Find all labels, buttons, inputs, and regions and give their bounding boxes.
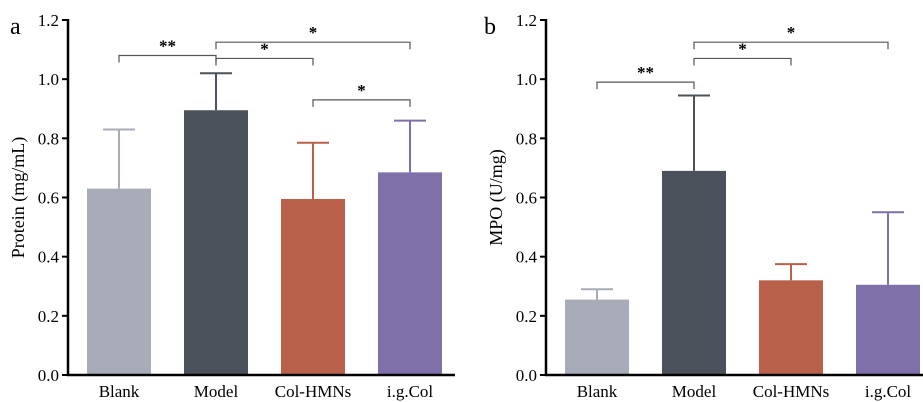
panel-letter: b <box>484 14 496 40</box>
bar-col-hmns <box>759 280 823 375</box>
x-tick-label: Blank <box>99 382 140 401</box>
significance-label: * <box>309 23 318 42</box>
significance-label: * <box>787 23 796 42</box>
y-tick-label: 0.2 <box>38 307 59 326</box>
y-tick-label: 0.8 <box>38 129 59 148</box>
bar-blank <box>87 188 151 375</box>
y-tick-label: 0.0 <box>38 366 59 385</box>
y-tick-label: 1.0 <box>38 70 59 89</box>
significance-label: * <box>738 39 747 58</box>
bar-i-g-col <box>856 284 920 375</box>
bar-model <box>662 170 726 375</box>
y-tick-label: 0.0 <box>516 366 537 385</box>
significance-bracket <box>312 99 411 107</box>
significance-bracket <box>596 81 695 90</box>
significance-bracket <box>693 57 792 66</box>
y-tick-label: 0.4 <box>516 248 538 267</box>
y-tick-label: 0.6 <box>38 189 59 208</box>
y-tick-label: 0.8 <box>516 129 537 148</box>
panel-b: b MPO (U/mg) 0.0 0.2 0.4 0.6 0.8 1.0 1.2 Blank M… <box>484 11 923 401</box>
x-tick-label: i.g.Col <box>387 382 434 401</box>
panel-a: a Protein (mg/mL) 0.0 0.2 0.4 0.6 0.8 1.0 1.2 B… <box>8 11 455 401</box>
significance-label: * <box>260 39 269 58</box>
panel-letter: a <box>10 14 21 40</box>
significance-bracket <box>118 54 217 63</box>
x-tick-label: Col-HMNs <box>275 382 352 401</box>
significance-bracket <box>215 41 411 50</box>
x-tick-label: Col-HMNs <box>753 382 830 401</box>
bar-blank <box>565 299 629 375</box>
x-tick-label: i.g.Col <box>865 382 912 401</box>
significance-label: ** <box>159 37 176 56</box>
x-tick-label: Model <box>672 382 717 401</box>
bar-i-g-col <box>378 172 442 375</box>
bar-model <box>184 110 248 376</box>
y-axis-title: MPO (U/mg) <box>486 149 507 246</box>
y-tick-label: 1.2 <box>516 11 537 30</box>
y-axis-title: Protein (mg/mL) <box>8 137 29 258</box>
y-tick-label: 0.4 <box>38 248 60 267</box>
y-tick-label: 1.2 <box>38 11 59 30</box>
y-tick-label: 0.6 <box>516 189 537 208</box>
x-tick-label: Model <box>194 382 239 401</box>
significance-bracket <box>693 41 889 50</box>
significance-label: * <box>357 81 366 100</box>
significance-bracket <box>215 57 314 66</box>
y-tick-label: 0.2 <box>516 307 537 326</box>
x-tick-label: Blank <box>577 382 618 401</box>
significance-label: ** <box>637 63 654 82</box>
bar-col-hmns <box>281 198 345 375</box>
y-tick-label: 1.0 <box>516 70 537 89</box>
